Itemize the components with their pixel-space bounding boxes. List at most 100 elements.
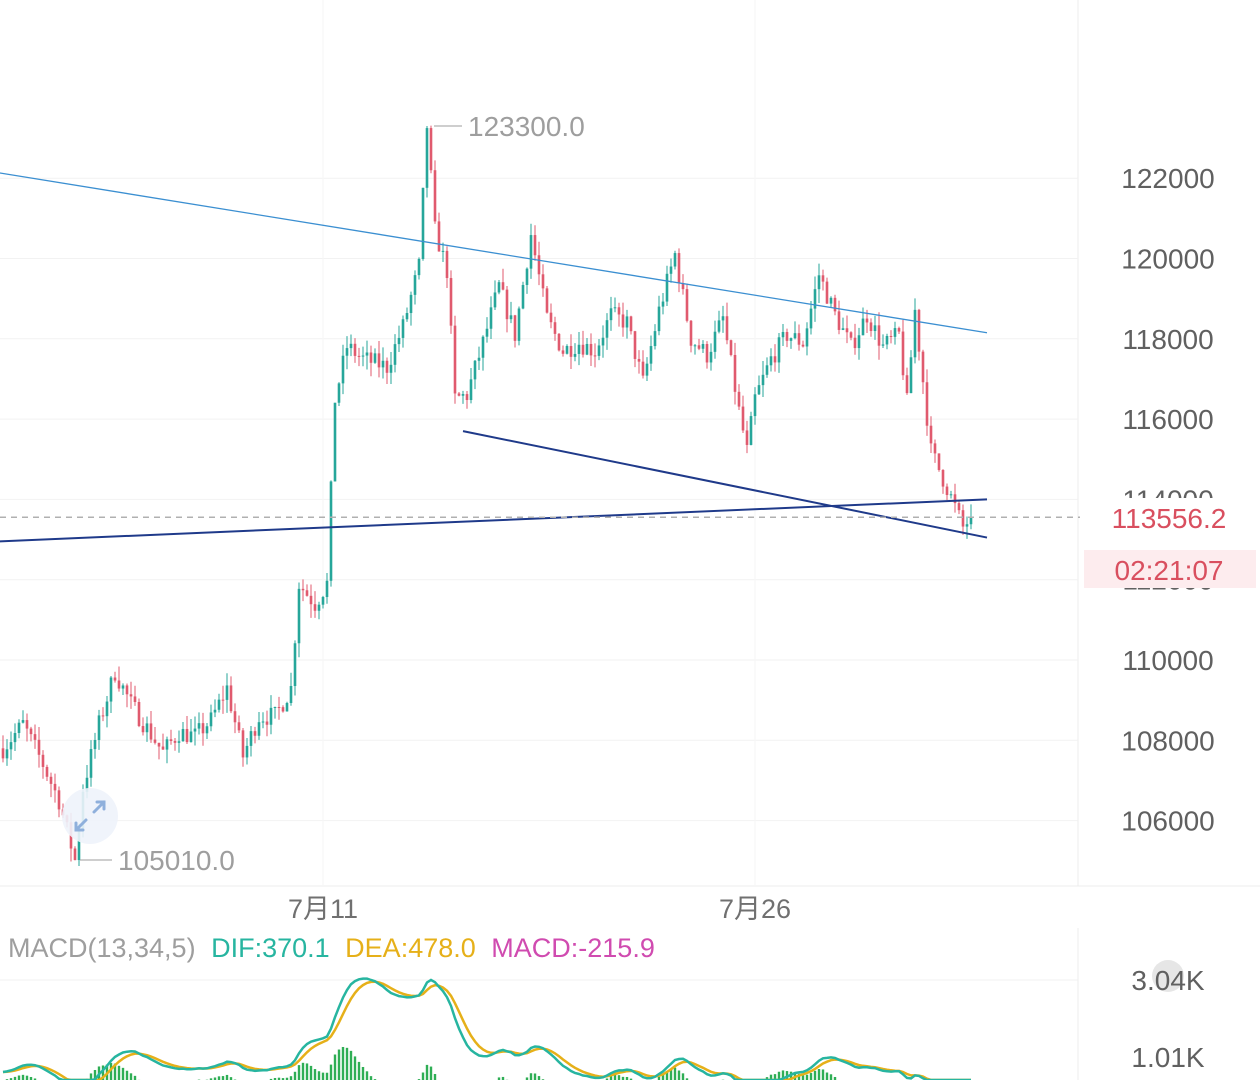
candle-body (258, 722, 261, 736)
candle-body (822, 275, 825, 281)
candle-body (122, 685, 125, 688)
macd-bar (342, 1047, 344, 1080)
macd-value-legend: MACD:-215.9 (491, 933, 655, 963)
candle-body (390, 365, 393, 373)
candle-body (674, 253, 677, 266)
candle-body (282, 707, 285, 711)
candle-body (422, 188, 425, 259)
candle-body (550, 313, 553, 323)
candle-body (438, 221, 441, 251)
candle-body (726, 316, 729, 340)
candle-body (758, 385, 761, 394)
macd-bar (318, 1071, 320, 1080)
candle-body (862, 319, 865, 336)
low-price-label: 105010.0 (118, 845, 235, 876)
candle-body (478, 358, 481, 361)
candle-body (154, 740, 157, 743)
candle-body (202, 723, 205, 733)
candle-body (782, 332, 785, 337)
candle-body (442, 251, 445, 252)
candle-body (590, 344, 593, 355)
macd-bar (354, 1056, 356, 1080)
macd-bar (298, 1065, 300, 1080)
candle-body (162, 747, 165, 750)
macd-bar (830, 1074, 832, 1080)
candle-body (546, 288, 549, 312)
candle-body (270, 708, 273, 725)
candle-body (38, 740, 41, 755)
candle-body (338, 383, 341, 402)
expand-icon[interactable] (62, 788, 118, 844)
candle-body (150, 723, 153, 739)
candle-body (494, 292, 497, 307)
candles (2, 126, 973, 866)
candle-body (362, 356, 365, 357)
candle-body (26, 720, 29, 729)
candle-body (918, 310, 921, 352)
trendlines[interactable] (0, 172, 987, 541)
candle-body (602, 338, 605, 346)
price-axis-tick: 110000 (1122, 645, 1213, 676)
candle-body (218, 700, 221, 710)
candle-body (298, 589, 301, 643)
candle-body (102, 715, 105, 716)
candle-body (678, 253, 681, 283)
candle-body (618, 307, 621, 314)
candle-body (882, 344, 885, 345)
macd-bar (294, 1072, 296, 1080)
candle-body (158, 743, 161, 747)
macd-bar (810, 1073, 812, 1080)
candle-body (698, 345, 701, 348)
candle-body (810, 309, 813, 329)
trendline-upper-resistance[interactable] (0, 172, 987, 333)
trendline-lower-support[interactable] (463, 431, 987, 537)
candle-body (718, 320, 721, 331)
candle-body (386, 361, 389, 373)
candle-body (470, 379, 473, 400)
candle-body (454, 326, 457, 394)
candle-body (382, 361, 385, 368)
candle-body (614, 307, 617, 308)
candle-body (670, 267, 673, 274)
candle-body (358, 356, 361, 357)
trendline-horizontal-support[interactable] (0, 499, 987, 541)
candle-body (754, 394, 757, 416)
candle-body (486, 329, 489, 337)
dif-line (3, 979, 971, 1080)
candle-body (354, 344, 357, 356)
candle-body (314, 604, 317, 611)
candle-body (566, 346, 569, 354)
candle-body (650, 346, 653, 364)
candle-body (410, 295, 413, 313)
macd-axis-tick: 1.01K (1131, 1042, 1204, 1073)
candle-body (110, 678, 113, 702)
candle-body (406, 313, 409, 319)
candle-body (570, 346, 573, 357)
candle-body (58, 790, 61, 809)
macd-bar (826, 1073, 828, 1080)
macd-bar (370, 1076, 372, 1080)
candle-body (366, 352, 369, 355)
candle-body (378, 353, 381, 367)
candle-body (534, 235, 537, 255)
candle-body (734, 355, 737, 392)
price-axis-tick: 120000 (1121, 244, 1214, 275)
macd-bar (330, 1065, 332, 1080)
candle-body (806, 328, 809, 346)
candle-body (426, 128, 429, 188)
countdown-timer: 02:21:07 (1115, 555, 1224, 586)
macd-legend: MACD(13,34,5) DIF:370.1 DEA:478.0 MACD:-… (8, 933, 655, 963)
candle-body (522, 285, 525, 309)
macd-bar (674, 1068, 676, 1080)
candle-body (474, 361, 477, 380)
candle-body (178, 741, 181, 743)
macd-bar (362, 1067, 364, 1080)
candle-body (774, 356, 777, 362)
candle-body (922, 352, 925, 383)
candle-body (482, 337, 485, 358)
macd-bar (302, 1063, 304, 1080)
price-axis-tick: 108000 (1121, 725, 1214, 756)
price-axis-tick: 116000 (1122, 404, 1213, 435)
macd-bar (678, 1070, 680, 1080)
